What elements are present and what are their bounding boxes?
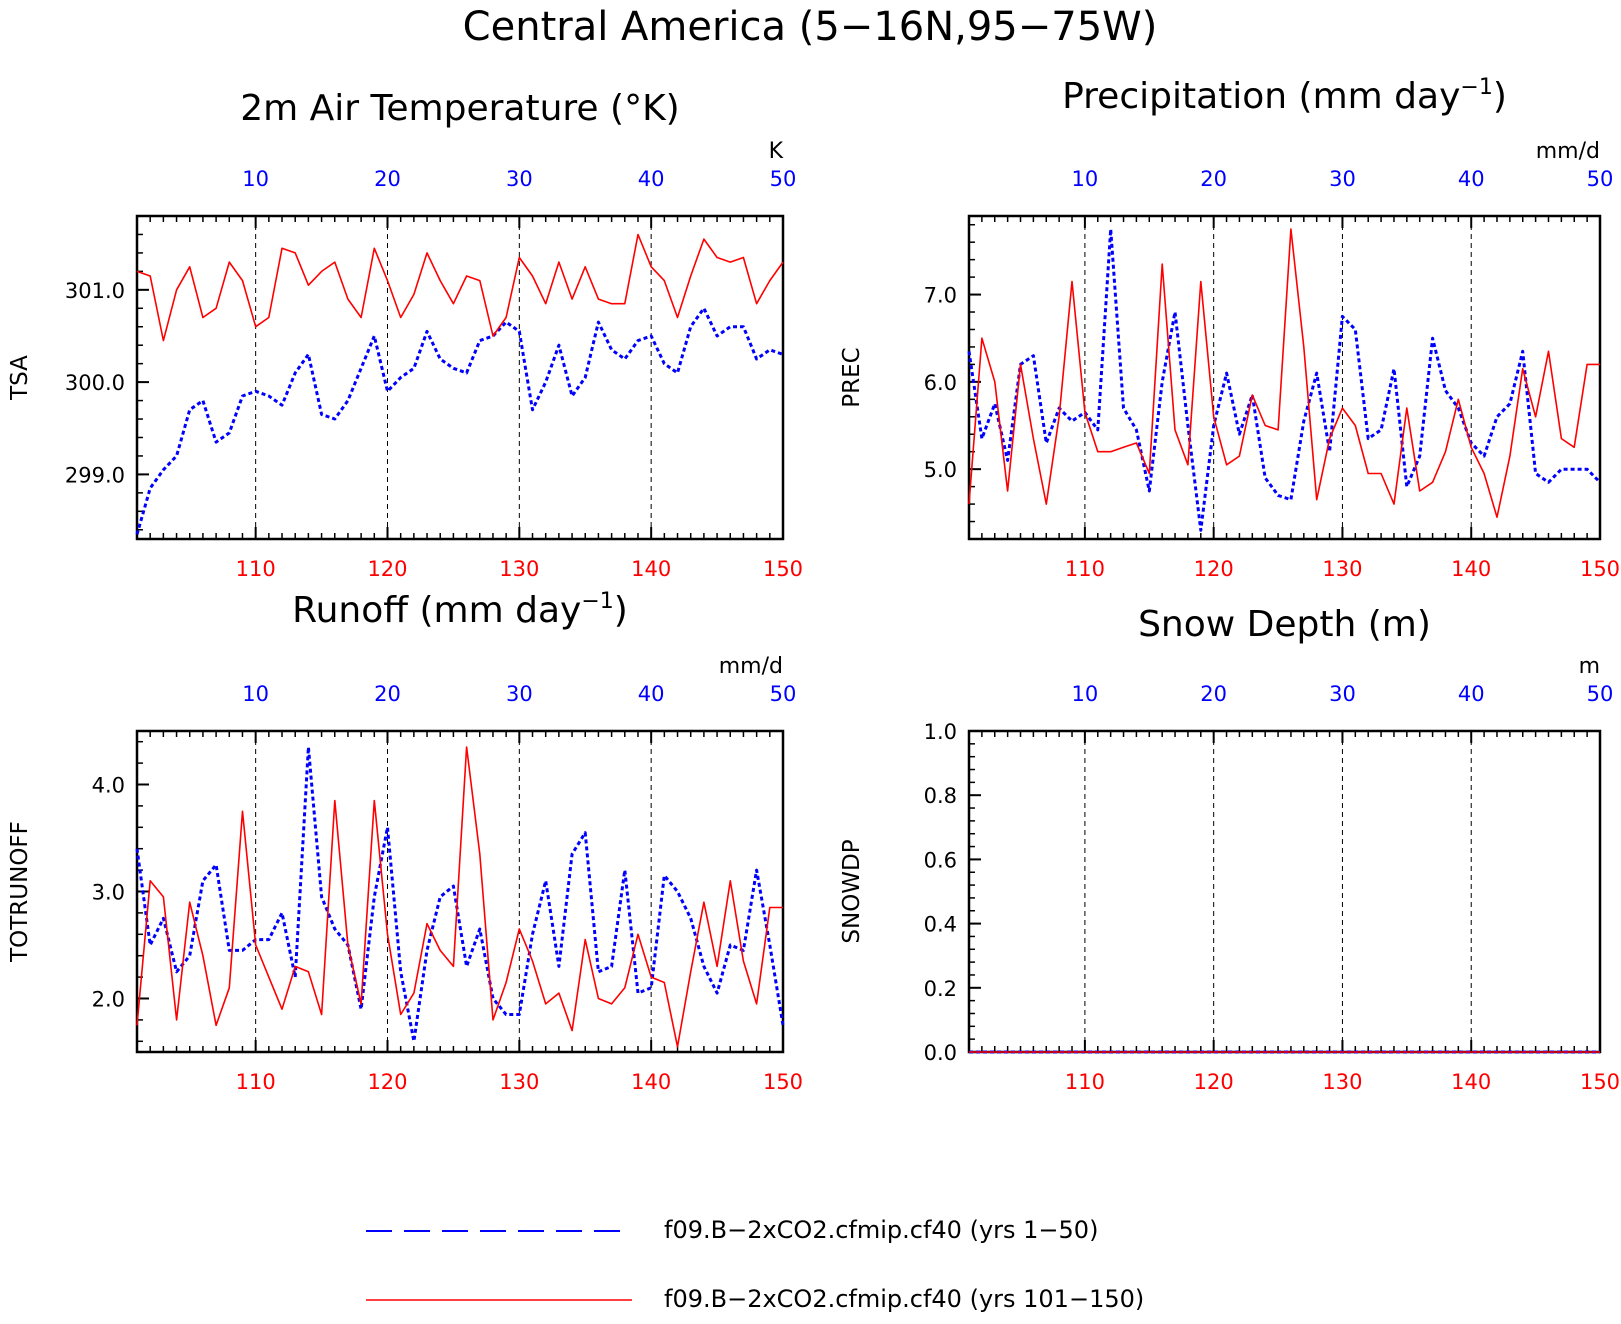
y-tick-label: 0.0	[924, 1041, 957, 1065]
x-tick-label-bottom: 150	[763, 1070, 803, 1094]
unit-label: m	[1579, 654, 1600, 679]
x-tick-label-top: 40	[1458, 682, 1485, 706]
plot-frame	[135, 214, 785, 541]
x-tick-label-top: 30	[1329, 682, 1356, 706]
y-tick-label: 2.0	[92, 988, 125, 1012]
x-tick-label-bottom: 110	[236, 1070, 276, 1094]
y-tick-label: 7.0	[924, 284, 957, 308]
x-tick-label-bottom: 150	[1580, 557, 1620, 581]
x-tick-label-top: 30	[506, 682, 533, 706]
plot-frame	[967, 214, 1602, 541]
panel-title: 2m Air Temperature (°K)	[240, 88, 679, 129]
legend: f09.B−2xCO2.cfmip.cf40 (yrs 1−50) f09.B−2…	[366, 1216, 1144, 1313]
plot-frame	[135, 729, 785, 1054]
x-tick-label-top: 10	[1072, 167, 1099, 191]
y-tick-label: 5.0	[924, 458, 957, 482]
y-tick-label: 1.0	[924, 720, 957, 744]
y-axis-label: TOTRUNOFF	[7, 821, 33, 963]
x-tick-label-bottom: 150	[1580, 1070, 1620, 1094]
y-tick-label: 4.0	[92, 774, 125, 798]
y-tick-label: 300.0	[65, 371, 125, 395]
x-tick-label-bottom: 120	[1194, 1070, 1234, 1094]
panel-title-main: Snow Depth (m)	[1138, 604, 1431, 645]
legend-label: f09.B−2xCO2.cfmip.cf40 (yrs 1−50)	[664, 1216, 1098, 1244]
y-tick-label: 0.2	[924, 977, 957, 1001]
y-tick-label: 6.0	[924, 371, 957, 395]
legend-label: f09.B−2xCO2.cfmip.cf40 (yrs 101−150)	[664, 1285, 1144, 1313]
panel-3: Snow Depth (m) 0.0 0.2 0.4 0.6 0.8 1.0 SNOWDP 11…	[839, 604, 1620, 1094]
panel-title-main: Runoff (mm day	[292, 590, 581, 631]
panel-1: Precipitation (mm day−1) 5.0 6.0 7.0 PREC 110…	[839, 75, 1620, 581]
x-tick-label-bottom: 140	[1451, 1070, 1491, 1094]
series-line-red	[136, 233, 784, 342]
panel-title-main: Precipitation (mm day	[1062, 76, 1460, 117]
unit-label: K	[769, 139, 784, 164]
y-axis-label: SNOWDP	[839, 839, 865, 943]
x-tick-label-top: 30	[1329, 167, 1356, 191]
x-tick-label-top: 10	[1072, 682, 1099, 706]
x-tick-label-top: 50	[770, 167, 797, 191]
series-line-blue	[967, 227, 1602, 532]
panel-0: 2m Air Temperature (°K) 299.0 300.0 301.0 TS…	[7, 88, 803, 581]
x-tick-label-top: 50	[1587, 167, 1614, 191]
x-tick-label-bottom: 140	[1451, 557, 1491, 581]
y-tick-label: 0.6	[924, 848, 957, 872]
y-tick-label: 301.0	[65, 279, 125, 303]
x-tick-label-top: 40	[1458, 167, 1485, 191]
y-axis-label: TSA	[7, 355, 33, 401]
y-tick-label: 0.4	[924, 913, 957, 937]
x-tick-label-top: 50	[770, 682, 797, 706]
x-tick-label-bottom: 130	[1322, 1070, 1362, 1094]
y-tick-label: 0.8	[924, 784, 957, 808]
x-tick-label-bottom: 130	[499, 557, 539, 581]
panel-title-main: 2m Air Temperature (°K)	[240, 88, 679, 129]
panel-title-superscript: −1	[581, 589, 613, 614]
x-tick-label-top: 20	[1200, 682, 1227, 706]
series-line-red	[968, 228, 1600, 519]
panel-title: Snow Depth (m)	[1138, 604, 1431, 645]
x-tick-label-top: 20	[1200, 167, 1227, 191]
x-tick-label-bottom: 150	[763, 557, 803, 581]
x-tick-label-top: 10	[242, 167, 269, 191]
unit-label: mm/d	[1536, 139, 1600, 164]
panel-title-tail: )	[614, 590, 628, 631]
x-tick-label-bottom: 130	[1322, 557, 1362, 581]
x-tick-label-bottom: 120	[367, 1070, 407, 1094]
series-line-red	[136, 746, 783, 1048]
panel-title-tail: )	[1493, 76, 1507, 117]
panel-title: Precipitation (mm day−1)	[1062, 75, 1507, 117]
x-tick-label-bottom: 140	[631, 1070, 671, 1094]
x-tick-label-bottom: 110	[1065, 557, 1105, 581]
y-tick-label: 299.0	[65, 463, 125, 487]
y-tick-label: 3.0	[92, 881, 125, 905]
x-tick-label-top: 30	[506, 167, 533, 191]
panels: 2m Air Temperature (°K)299.0300.0301.0TS…	[7, 75, 1620, 1094]
x-tick-label-top: 20	[374, 682, 401, 706]
unit-label: mm/d	[719, 654, 783, 679]
plot-frame	[967, 729, 1602, 1054]
series-line-blue	[135, 306, 784, 535]
y-axis-label: PREC	[839, 347, 865, 407]
x-tick-label-bottom: 120	[1194, 557, 1234, 581]
panel-title-superscript: −1	[1460, 75, 1492, 100]
x-tick-label-top: 40	[638, 167, 665, 191]
panel-title: Runoff (mm day−1)	[292, 589, 628, 631]
x-tick-label-top: 10	[242, 682, 269, 706]
x-tick-label-top: 50	[1587, 682, 1614, 706]
x-tick-label-top: 40	[638, 682, 665, 706]
x-tick-label-bottom: 110	[1065, 1070, 1105, 1094]
x-tick-label-top: 20	[374, 167, 401, 191]
figure-title: Central America (5−16N,95−75W)	[463, 4, 1158, 50]
x-tick-label-bottom: 110	[236, 557, 276, 581]
x-tick-label-bottom: 140	[631, 557, 671, 581]
series-line-blue	[135, 745, 785, 1043]
x-tick-label-bottom: 120	[367, 557, 407, 581]
panel-2: Runoff (mm day−1) 2.0 3.0 4.0 TOTRUNOFF 110 12…	[7, 589, 803, 1094]
x-tick-label-bottom: 130	[499, 1070, 539, 1094]
